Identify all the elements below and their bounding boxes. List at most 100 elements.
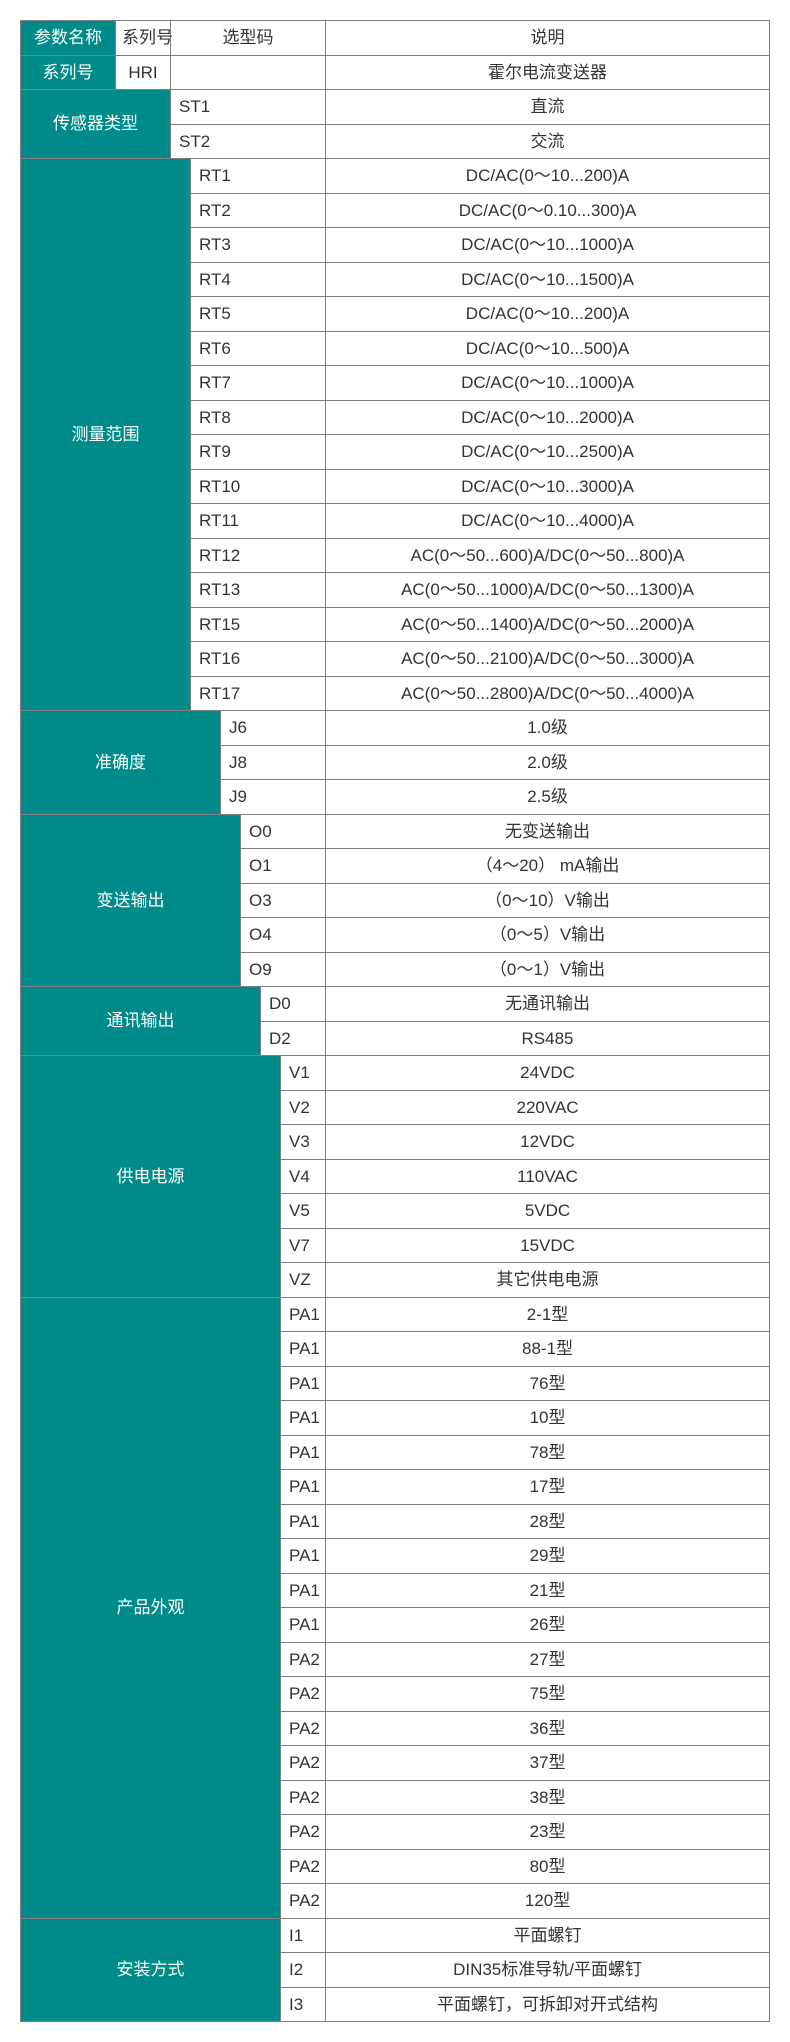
code-cell: PA1 bbox=[281, 1401, 326, 1436]
desc-cell: AC(0～50...2100)A/DC(0～50...3000)A bbox=[326, 642, 770, 677]
desc-cell: DC/AC(0～10...2000)A bbox=[326, 400, 770, 435]
code-cell: RT5 bbox=[191, 297, 326, 332]
section-label: 产品外观 bbox=[21, 1297, 281, 1918]
desc-cell: 80型 bbox=[326, 1849, 770, 1884]
desc-cell: DIN35标准导轨/平面螺钉 bbox=[326, 1953, 770, 1988]
desc-cell: 120型 bbox=[326, 1884, 770, 1919]
blank bbox=[171, 55, 326, 90]
desc-cell: 76型 bbox=[326, 1366, 770, 1401]
code-cell: J9 bbox=[221, 780, 326, 815]
code-cell: RT3 bbox=[191, 228, 326, 263]
code-cell: RT16 bbox=[191, 642, 326, 677]
code-cell: PA1 bbox=[281, 1573, 326, 1608]
desc-cell: 23型 bbox=[326, 1815, 770, 1850]
section-label: 供电电源 bbox=[21, 1056, 281, 1298]
code-cell: V1 bbox=[281, 1056, 326, 1091]
table-row: 传感器类型ST1直流 bbox=[21, 90, 770, 125]
desc-cell: 38型 bbox=[326, 1780, 770, 1815]
desc-cell: 无通讯输出 bbox=[326, 987, 770, 1022]
section-label: 测量范围 bbox=[21, 159, 191, 711]
desc-cell: 5VDC bbox=[326, 1194, 770, 1229]
desc-cell: 2.5级 bbox=[326, 780, 770, 815]
desc-cell: AC(0～50...1000)A/DC(0～50...1300)A bbox=[326, 573, 770, 608]
code-cell: V3 bbox=[281, 1125, 326, 1160]
desc-cell: 75型 bbox=[326, 1677, 770, 1712]
code-cell: VZ bbox=[281, 1263, 326, 1298]
desc-cell: DC/AC(0～10...3000)A bbox=[326, 469, 770, 504]
desc-cell: 其它供电电源 bbox=[326, 1263, 770, 1298]
desc-cell: DC/AC(0～10...200)A bbox=[326, 159, 770, 194]
desc-cell: （4～20） mA输出 bbox=[326, 849, 770, 884]
desc-cell: 24VDC bbox=[326, 1056, 770, 1091]
desc-cell: 78型 bbox=[326, 1435, 770, 1470]
section-label: 变送输出 bbox=[21, 814, 241, 987]
table-row: 系列号HRI霍尔电流变送器 bbox=[21, 55, 770, 90]
code-cell: RT2 bbox=[191, 193, 326, 228]
code-cell: PA2 bbox=[281, 1642, 326, 1677]
code-cell: I2 bbox=[281, 1953, 326, 1988]
header-code: 选型码 bbox=[171, 21, 326, 56]
desc-cell: 1.0级 bbox=[326, 711, 770, 746]
code-cell: D0 bbox=[261, 987, 326, 1022]
desc-cell: DC/AC(0～10...4000)A bbox=[326, 504, 770, 539]
desc-cell: DC/AC(0～10...1500)A bbox=[326, 262, 770, 297]
code-cell: RT9 bbox=[191, 435, 326, 470]
table-row: 测量范围RT1DC/AC(0～10...200)A bbox=[21, 159, 770, 194]
table-row: 准确度J61.0级 bbox=[21, 711, 770, 746]
code-cell: PA2 bbox=[281, 1815, 326, 1850]
code-cell: RT6 bbox=[191, 331, 326, 366]
header-series: 系列号 bbox=[116, 21, 171, 56]
desc-cell: DC/AC(0～10...500)A bbox=[326, 331, 770, 366]
code-cell: J8 bbox=[221, 745, 326, 780]
section-label: 安装方式 bbox=[21, 1918, 281, 2022]
desc-cell: 2-1型 bbox=[326, 1297, 770, 1332]
code-cell: O1 bbox=[241, 849, 326, 884]
code-cell: RT4 bbox=[191, 262, 326, 297]
code-cell: O9 bbox=[241, 952, 326, 987]
code-cell: PA2 bbox=[281, 1677, 326, 1712]
code-cell: O0 bbox=[241, 814, 326, 849]
code-cell: J6 bbox=[221, 711, 326, 746]
code-cell: PA2 bbox=[281, 1746, 326, 1781]
desc-cell: 17型 bbox=[326, 1470, 770, 1505]
desc-cell: 12VDC bbox=[326, 1125, 770, 1160]
desc-cell: 37型 bbox=[326, 1746, 770, 1781]
code-cell: PA2 bbox=[281, 1849, 326, 1884]
desc-cell: 110VAC bbox=[326, 1159, 770, 1194]
desc-cell: 10型 bbox=[326, 1401, 770, 1436]
code-cell: PA1 bbox=[281, 1470, 326, 1505]
section-label: 准确度 bbox=[21, 711, 221, 815]
code-cell: V2 bbox=[281, 1090, 326, 1125]
selection-table: 参数名称系列号选型码说明系列号HRI霍尔电流变送器传感器类型ST1直流ST2交流… bbox=[20, 20, 770, 2022]
desc-cell: 平面螺钉 bbox=[326, 1918, 770, 1953]
section-label: 传感器类型 bbox=[21, 90, 171, 159]
desc-cell: 88-1型 bbox=[326, 1332, 770, 1367]
code-cell: V7 bbox=[281, 1228, 326, 1263]
desc-cell: DC/AC(0～10...1000)A bbox=[326, 228, 770, 263]
desc-cell: 无变送输出 bbox=[326, 814, 770, 849]
desc-cell: 交流 bbox=[326, 124, 770, 159]
code-cell: PA1 bbox=[281, 1366, 326, 1401]
series-label: 系列号 bbox=[21, 55, 116, 90]
desc-cell: RS485 bbox=[326, 1021, 770, 1056]
desc-cell: 平面螺钉，可拆卸对开式结构 bbox=[326, 1987, 770, 2022]
table-row: 变送输出O0无变送输出 bbox=[21, 814, 770, 849]
code-cell: V5 bbox=[281, 1194, 326, 1229]
table-row: 通讯输出D0无通讯输出 bbox=[21, 987, 770, 1022]
desc-cell: DC/AC(0～10...1000)A bbox=[326, 366, 770, 401]
code-cell: RT1 bbox=[191, 159, 326, 194]
desc-cell: 36型 bbox=[326, 1711, 770, 1746]
desc-cell: （0～5）V输出 bbox=[326, 918, 770, 953]
code-cell: RT13 bbox=[191, 573, 326, 608]
code-cell: PA2 bbox=[281, 1884, 326, 1919]
desc-cell: 220VAC bbox=[326, 1090, 770, 1125]
desc-cell: 直流 bbox=[326, 90, 770, 125]
code-cell: RT7 bbox=[191, 366, 326, 401]
code-cell: ST1 bbox=[171, 90, 326, 125]
header-desc: 说明 bbox=[326, 21, 770, 56]
desc-cell: AC(0～50...2800)A/DC(0～50...4000)A bbox=[326, 676, 770, 711]
code-cell: RT12 bbox=[191, 538, 326, 573]
table-row: 安装方式I1平面螺钉 bbox=[21, 1918, 770, 1953]
desc-cell: 2.0级 bbox=[326, 745, 770, 780]
code-cell: RT15 bbox=[191, 607, 326, 642]
